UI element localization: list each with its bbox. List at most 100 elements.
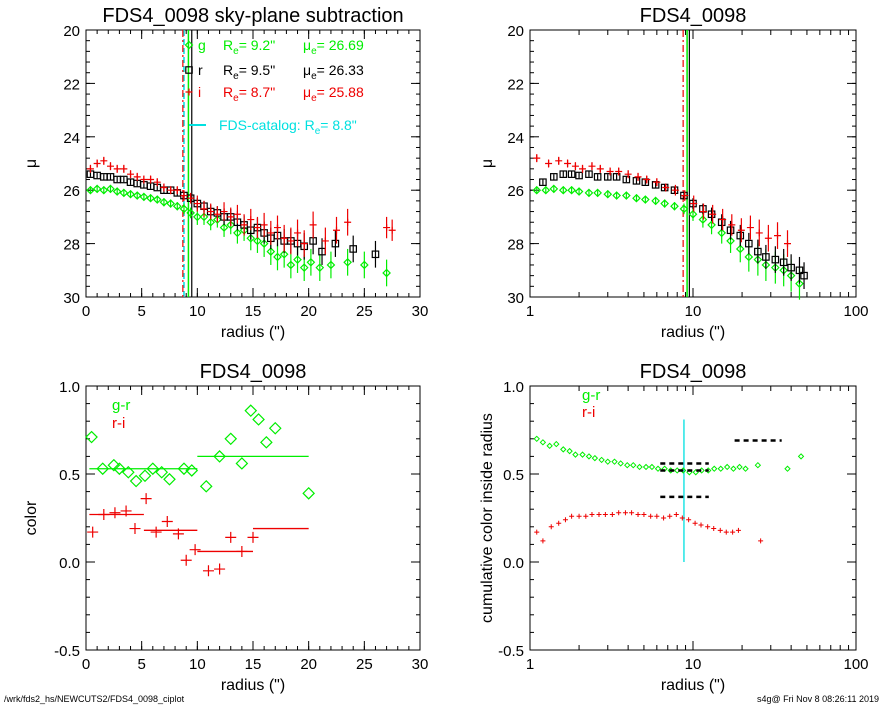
data-point-g-r — [244, 404, 258, 417]
data-point-g — [299, 263, 309, 272]
data-point-g — [532, 185, 542, 195]
data-point-g — [735, 244, 745, 254]
data-point-i — [624, 170, 632, 178]
data-point-g-r — [642, 463, 650, 471]
data-point-g — [213, 215, 222, 224]
panel-top-left: 0 5 10 15 20 25 30 20 22 24 26 28 30 FDS4_0098 sky-pl… — [23, 5, 428, 341]
x-tick-label: 15 — [245, 303, 262, 320]
data-point-r-i — [129, 523, 141, 535]
data-point-r-i — [120, 505, 132, 517]
data-point-i — [533, 154, 541, 162]
data-point-g-r — [591, 454, 599, 462]
data-point-g-r — [539, 439, 547, 446]
data-point-i — [267, 229, 275, 237]
legend-g-r: g-r — [112, 397, 130, 414]
data-point-r-i — [705, 524, 711, 530]
data-point-g — [172, 201, 182, 211]
y-tick-label: 28 — [507, 237, 524, 254]
data-point-g-r — [648, 463, 656, 471]
data-point-g — [612, 191, 621, 200]
y-axis-label: μ — [23, 159, 40, 168]
data-point-i — [106, 162, 114, 170]
data-point-r — [795, 266, 804, 275]
data-point-i — [220, 208, 228, 216]
data-point-i — [746, 224, 754, 232]
data-point-i — [180, 192, 188, 200]
data-point-r-i — [247, 531, 259, 543]
data-point-r-i — [562, 517, 568, 523]
data-point-i — [294, 229, 302, 237]
data-point-g — [226, 220, 236, 230]
data-point-g — [717, 228, 727, 238]
data-point-g — [279, 249, 289, 259]
data-point-g — [315, 263, 325, 272]
data-point-i — [100, 157, 108, 165]
data-point-g — [558, 185, 568, 195]
data-point-r-i — [641, 511, 647, 517]
x-tick-label: 25 — [356, 656, 373, 673]
footer-timestamp: s4g@ Fri Nov 8 08:26:11 2019 — [756, 694, 879, 704]
y-tick-label: 24 — [507, 130, 524, 147]
legend-r-i: r-i — [112, 415, 125, 432]
data-point-i — [247, 216, 255, 224]
data-point-r — [632, 177, 641, 185]
data-point-r-i — [189, 544, 201, 556]
legend-mue-text: μe= 26.69 — [303, 37, 364, 57]
data-point-g — [132, 191, 142, 200]
data-point-i — [564, 160, 572, 167]
data-point-g — [186, 208, 196, 218]
data-point-r — [745, 239, 753, 248]
data-point-g-r — [560, 446, 567, 453]
data-point-g-r — [654, 465, 662, 472]
data-point-g — [795, 279, 804, 288]
data-point-r-i — [569, 513, 575, 519]
data-point-r — [567, 170, 576, 178]
data-point-g-r — [630, 461, 637, 469]
data-point-r — [585, 170, 593, 178]
x-tick-label: 5 — [137, 656, 145, 673]
data-point-g-r — [129, 474, 143, 488]
data-point-g — [86, 185, 95, 195]
x-tick-label: 20 — [300, 656, 317, 673]
data-point-i — [207, 208, 215, 216]
data-point-g-r — [268, 421, 282, 435]
data-point-r-i — [180, 554, 192, 566]
data-point-i — [383, 224, 391, 232]
y-tick-label: 0.5 — [59, 467, 80, 484]
data-point-g — [139, 192, 149, 202]
x-tick-label: 30 — [412, 656, 429, 673]
y-tick-label: -0.5 — [54, 643, 80, 660]
data-point-r — [779, 258, 788, 267]
data-point-g-r — [572, 451, 579, 458]
data-point-g-r — [96, 462, 110, 476]
data-point-g-r — [107, 458, 121, 472]
data-point-r-i — [673, 511, 679, 517]
legend-g-r: g-r — [582, 387, 600, 404]
data-point-r — [185, 66, 193, 74]
data-point-g — [106, 184, 115, 194]
data-point-g — [152, 195, 162, 204]
legend-catalog-text: FDS-catalog: Re= 8.8" — [219, 117, 357, 137]
data-point-i — [709, 210, 717, 218]
data-point-r-i — [654, 513, 660, 519]
data-point-g — [632, 193, 641, 203]
data-point-g — [273, 252, 282, 262]
data-point-r-i — [758, 538, 764, 544]
x-tick-label: 10 — [685, 303, 702, 320]
data-point-i — [596, 165, 604, 173]
data-point-r-i — [236, 545, 248, 557]
x-tick-label: 10 — [189, 303, 206, 320]
legend-band-label: g — [198, 37, 206, 53]
data-point-i — [240, 221, 248, 229]
data-point-i — [700, 208, 708, 216]
data-point-r-i — [686, 517, 692, 523]
data-point-g — [112, 187, 122, 196]
data-point-g — [679, 204, 689, 214]
x-tick-label: 1 — [526, 656, 534, 673]
x-tick-label: 100 — [843, 303, 868, 320]
chart-title: FDS4_0098 — [640, 5, 747, 27]
data-point-i — [153, 178, 161, 186]
data-point-g-r — [235, 457, 249, 470]
data-point-r — [612, 173, 621, 181]
